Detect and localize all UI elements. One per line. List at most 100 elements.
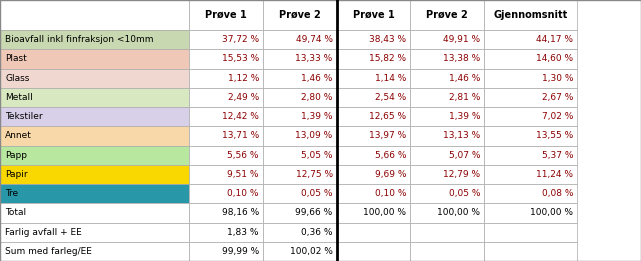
Bar — [337, 0, 410, 30]
Text: 12,75 %: 12,75 % — [296, 170, 333, 179]
Text: Prøve 2: Prøve 2 — [426, 10, 468, 20]
Text: 99,99 %: 99,99 % — [222, 247, 259, 256]
Bar — [0, 222, 189, 242]
Bar — [410, 242, 484, 261]
Text: Prøve 1: Prøve 1 — [353, 10, 394, 20]
Bar — [337, 146, 410, 165]
Bar — [0, 126, 189, 145]
Bar — [263, 203, 337, 222]
Bar — [410, 165, 484, 184]
Text: 5,07 %: 5,07 % — [449, 151, 480, 160]
Text: 0,05 %: 0,05 % — [449, 189, 480, 198]
Bar — [263, 107, 337, 126]
Bar — [410, 0, 484, 30]
Text: 12,42 %: 12,42 % — [222, 112, 259, 121]
Text: 2,80 %: 2,80 % — [301, 93, 333, 102]
Text: 11,24 %: 11,24 % — [536, 170, 573, 179]
Text: 100,00 %: 100,00 % — [363, 208, 406, 217]
Bar — [263, 222, 337, 242]
Bar — [263, 242, 337, 261]
Text: Plast: Plast — [5, 54, 27, 63]
Bar — [189, 30, 263, 49]
Text: 1,83 %: 1,83 % — [228, 228, 259, 237]
Bar — [0, 165, 189, 184]
Text: 5,05 %: 5,05 % — [301, 151, 333, 160]
Bar — [0, 0, 189, 30]
Text: 13,13 %: 13,13 % — [443, 131, 480, 140]
Bar — [263, 30, 337, 49]
Text: Gjennomsnitt: Gjennomsnitt — [494, 10, 567, 20]
Bar — [337, 203, 410, 222]
Text: 1,30 %: 1,30 % — [542, 74, 573, 83]
Bar — [484, 165, 577, 184]
Bar — [484, 88, 577, 107]
Text: 12,79 %: 12,79 % — [443, 170, 480, 179]
Text: 2,54 %: 2,54 % — [375, 93, 406, 102]
Text: 13,71 %: 13,71 % — [222, 131, 259, 140]
Bar — [0, 88, 189, 107]
Bar — [263, 0, 337, 30]
Bar — [337, 126, 410, 145]
Text: 9,51 %: 9,51 % — [228, 170, 259, 179]
Bar — [337, 30, 410, 49]
Bar — [337, 107, 410, 126]
Text: 2,67 %: 2,67 % — [542, 93, 573, 102]
Text: 15,82 %: 15,82 % — [369, 54, 406, 63]
Bar — [410, 88, 484, 107]
Text: 14,60 %: 14,60 % — [536, 54, 573, 63]
Text: 0,08 %: 0,08 % — [542, 189, 573, 198]
Bar — [337, 242, 410, 261]
Text: 2,49 %: 2,49 % — [228, 93, 259, 102]
Bar — [0, 203, 189, 222]
Text: 1,14 %: 1,14 % — [375, 74, 406, 83]
Text: Metall: Metall — [5, 93, 33, 102]
Bar — [189, 146, 263, 165]
Bar — [410, 30, 484, 49]
Bar — [263, 49, 337, 68]
Text: 5,56 %: 5,56 % — [228, 151, 259, 160]
Bar — [189, 222, 263, 242]
Bar — [410, 49, 484, 68]
Text: 9,69 %: 9,69 % — [375, 170, 406, 179]
Text: 13,09 %: 13,09 % — [296, 131, 333, 140]
Text: 1,39 %: 1,39 % — [449, 112, 480, 121]
Bar — [410, 146, 484, 165]
Text: Papir: Papir — [5, 170, 28, 179]
Text: Papp: Papp — [5, 151, 27, 160]
Bar — [0, 107, 189, 126]
Text: 44,17 %: 44,17 % — [536, 35, 573, 44]
Bar — [484, 146, 577, 165]
Bar — [484, 30, 577, 49]
Text: 38,43 %: 38,43 % — [369, 35, 406, 44]
Bar — [189, 203, 263, 222]
Bar — [189, 107, 263, 126]
Text: 99,66 %: 99,66 % — [296, 208, 333, 217]
Text: 15,53 %: 15,53 % — [222, 54, 259, 63]
Text: 13,55 %: 13,55 % — [536, 131, 573, 140]
Bar — [263, 88, 337, 107]
Bar — [410, 203, 484, 222]
Bar — [337, 222, 410, 242]
Bar — [484, 222, 577, 242]
Text: 5,37 %: 5,37 % — [542, 151, 573, 160]
Bar — [484, 49, 577, 68]
Bar — [263, 126, 337, 145]
Bar — [484, 242, 577, 261]
Bar — [484, 184, 577, 203]
Bar — [0, 49, 189, 68]
Bar — [0, 242, 189, 261]
Bar — [0, 68, 189, 88]
Text: 37,72 %: 37,72 % — [222, 35, 259, 44]
Text: Sum med farleg/EE: Sum med farleg/EE — [5, 247, 92, 256]
Text: 0,10 %: 0,10 % — [375, 189, 406, 198]
Bar — [484, 107, 577, 126]
Bar — [189, 242, 263, 261]
Text: 13,97 %: 13,97 % — [369, 131, 406, 140]
Bar — [189, 165, 263, 184]
Text: 7,02 %: 7,02 % — [542, 112, 573, 121]
Text: Annet: Annet — [5, 131, 32, 140]
Bar — [337, 68, 410, 88]
Bar — [0, 146, 189, 165]
Bar — [410, 184, 484, 203]
Text: 1,39 %: 1,39 % — [301, 112, 333, 121]
